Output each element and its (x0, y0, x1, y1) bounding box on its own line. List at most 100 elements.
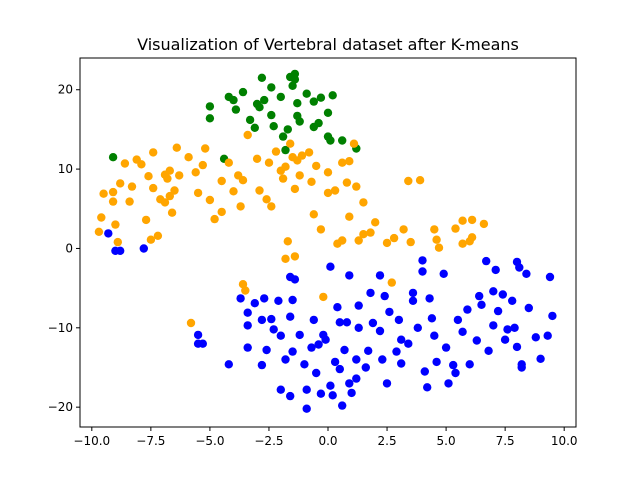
point-cluster-2 (97, 213, 106, 222)
point-cluster-2 (146, 235, 156, 244)
point-cluster-3 (342, 318, 352, 327)
point-cluster-3 (335, 318, 344, 327)
point-cluster-3 (354, 301, 363, 310)
point-cluster-2 (387, 278, 396, 287)
point-cluster-3 (517, 363, 526, 372)
point-cluster-1 (302, 89, 311, 98)
point-cluster-3 (378, 355, 387, 364)
x-tick-label: 5.0 (437, 434, 456, 448)
point-cluster-3 (397, 335, 406, 344)
point-cluster-3 (328, 391, 337, 400)
point-cluster-2 (94, 227, 104, 236)
point-cluster-1 (269, 122, 278, 131)
point-cluster-2 (319, 292, 328, 302)
point-cluster-3 (260, 294, 269, 303)
point-cluster-3 (408, 296, 418, 305)
point-cluster-3 (522, 269, 531, 278)
point-cluster-2 (144, 172, 153, 181)
point-cluster-2 (467, 233, 477, 242)
point-cluster-3 (243, 308, 252, 317)
point-cluster-2 (127, 182, 137, 191)
x-tick-label: 0.0 (318, 434, 337, 448)
point-cluster-3 (274, 296, 283, 305)
point-cluster-3 (345, 271, 354, 280)
point-cluster-3 (418, 267, 427, 276)
x-tick-label: −10.0 (73, 434, 110, 448)
point-cluster-3 (458, 327, 467, 336)
point-cluster-3 (366, 288, 375, 298)
point-cluster-2 (167, 208, 177, 217)
point-cluster-3 (321, 335, 330, 344)
point-cluster-2 (186, 318, 196, 328)
point-cluster-3 (404, 339, 413, 348)
point-cluster-2 (479, 219, 489, 229)
point-cluster-3 (498, 290, 507, 299)
point-cluster-2 (153, 231, 163, 240)
point-cluster-3 (314, 340, 323, 349)
point-cluster-2 (281, 254, 290, 263)
axes-layer: −10.0 −7.5 −5.0 −2.5 0.0 2.5 5.0 7.5 10.0 −20 −10 0… (48, 57, 578, 448)
point-cluster-2 (281, 162, 290, 171)
point-cluster-3 (394, 315, 404, 325)
x-tick-label: −2.5 (254, 434, 283, 448)
point-cluster-2 (330, 186, 340, 195)
point-cluster-3 (364, 346, 373, 355)
point-cluster-2 (415, 176, 425, 185)
point-cluster-2 (338, 236, 347, 245)
point-cluster-3 (423, 383, 432, 392)
point-cluster-1 (205, 102, 215, 111)
point-cluster-3 (489, 287, 498, 296)
point-cluster-3 (326, 262, 335, 271)
x-tick-label: −7.5 (136, 434, 165, 448)
point-cluster-3 (250, 299, 259, 308)
point-cluster-2 (191, 168, 200, 177)
point-cluster-2 (467, 215, 477, 225)
point-cluster-3 (375, 326, 385, 336)
point-cluster-2 (113, 237, 123, 247)
point-cluster-1 (314, 118, 323, 128)
point-cluster-3 (493, 306, 503, 316)
point-cluster-3 (193, 330, 203, 340)
point-cluster-3 (545, 272, 555, 282)
point-cluster-2 (120, 159, 130, 168)
point-cluster-3 (269, 325, 278, 334)
point-cluster-3 (503, 325, 512, 334)
point-cluster-2 (111, 220, 120, 229)
point-cluster-2 (267, 202, 276, 211)
point-cluster-3 (333, 303, 342, 312)
point-cluster-2 (359, 198, 368, 207)
point-cluster-3 (300, 360, 309, 369)
point-cluster-3 (288, 295, 297, 305)
point-cluster-2 (312, 161, 321, 171)
point-cluster-3 (309, 315, 318, 325)
point-cluster-2 (224, 158, 233, 167)
point-cluster-2 (149, 148, 158, 157)
point-cluster-2 (307, 177, 316, 186)
point-cluster-3 (316, 389, 326, 398)
point-cluster-3 (354, 323, 363, 332)
point-cluster-2 (255, 186, 264, 195)
point-cluster-3 (510, 323, 519, 332)
point-cluster-2 (458, 216, 467, 225)
point-cluster-3 (290, 275, 300, 284)
point-cluster-2 (160, 170, 170, 179)
point-cluster-3 (408, 288, 418, 298)
point-cluster-2 (201, 144, 210, 153)
point-cluster-1 (260, 95, 269, 105)
point-cluster-2 (252, 154, 262, 163)
point-cluster-2 (382, 238, 392, 248)
y-tick-label: −20 (48, 400, 73, 414)
point-cluster-2 (290, 252, 300, 261)
point-cluster-1 (276, 92, 285, 102)
point-cluster-1 (290, 69, 300, 79)
point-cluster-2 (297, 151, 307, 160)
point-cluster-3 (472, 336, 481, 345)
y-tick-label: 20 (58, 83, 73, 97)
point-cluster-2 (283, 237, 292, 246)
point-cluster-2 (165, 191, 174, 201)
point-cluster-3 (286, 391, 295, 401)
point-cluster-3 (257, 315, 267, 325)
x-tick-label: 7.5 (496, 434, 515, 448)
point-cluster-2 (432, 235, 441, 244)
